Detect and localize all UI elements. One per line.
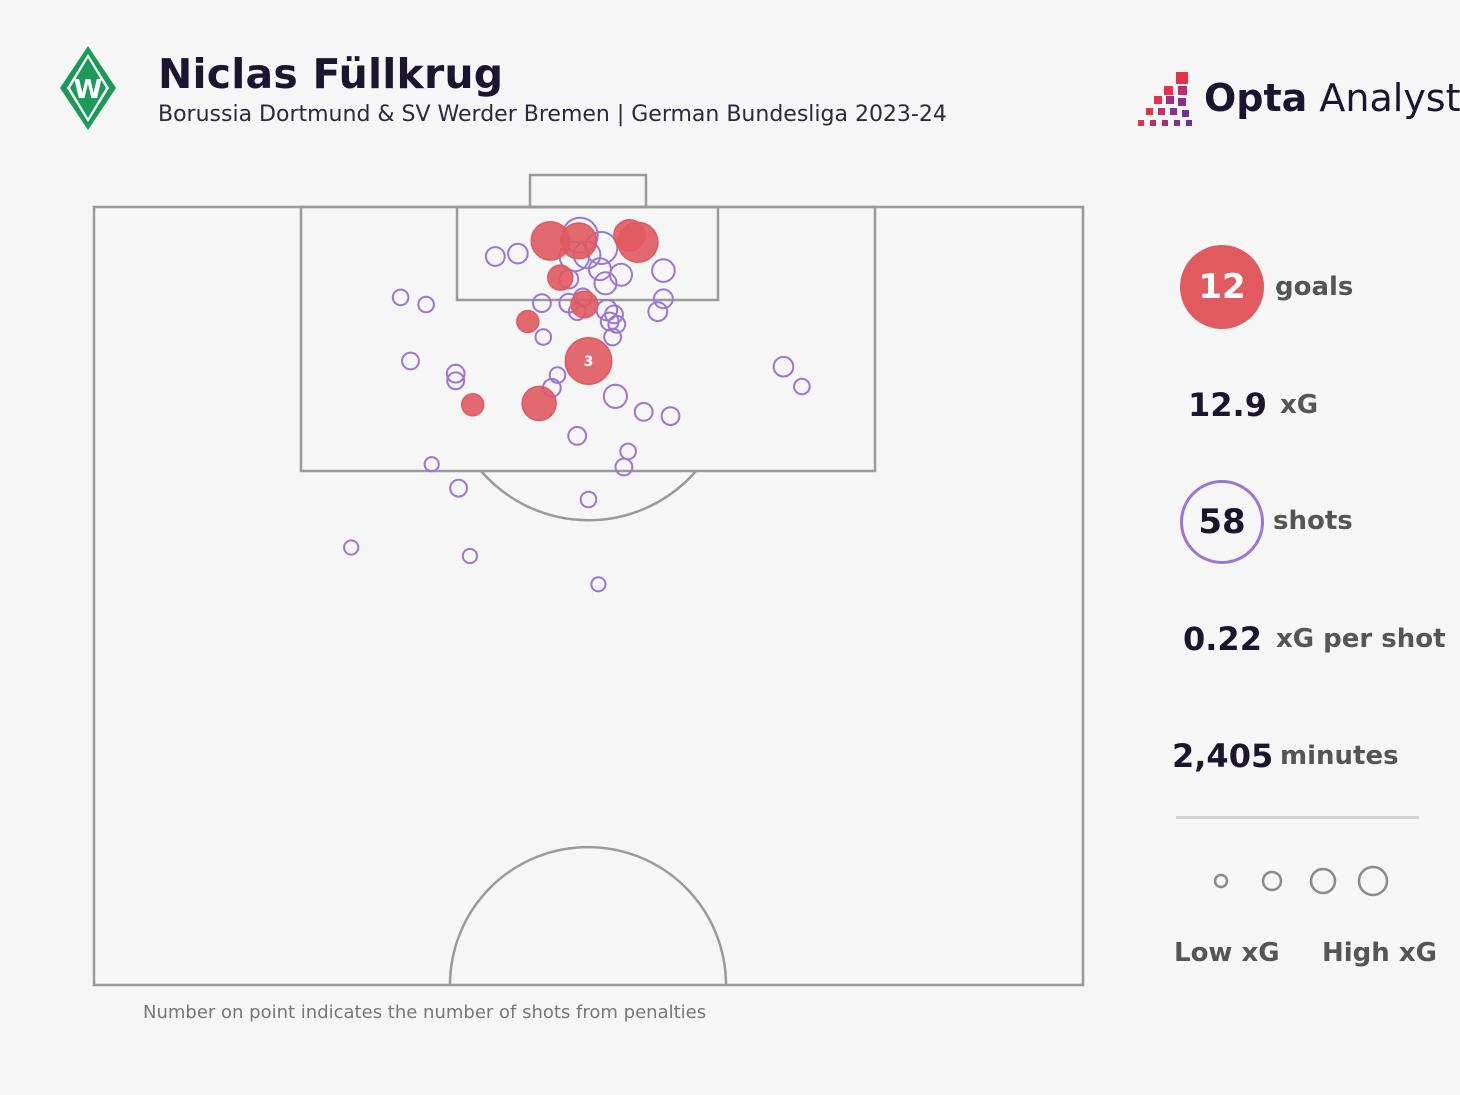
shot-point [603, 327, 622, 347]
shot-point [449, 478, 469, 498]
opta-analyst-logo: Opta Analyst [1138, 70, 1460, 130]
shot-point [793, 377, 811, 396]
shot-point [567, 426, 588, 446]
shot-point [391, 288, 410, 307]
pitch-outline [92, 205, 1085, 987]
shot-point [772, 355, 795, 378]
shot-point-goal [570, 290, 599, 319]
shot-point [660, 406, 681, 427]
shots-layer: 3 [343, 216, 811, 593]
werder-bremen-crest-icon: W [60, 46, 116, 130]
shot-point-goal [617, 221, 659, 263]
shot-point-goal [521, 385, 557, 422]
shot-point [484, 246, 506, 267]
shot-point [602, 383, 629, 409]
shot-point [417, 295, 435, 314]
opta-analyst-wordmark: Opta Analyst [1204, 76, 1460, 120]
legend-circle-md [1309, 867, 1337, 895]
legend-circle-xs [1213, 873, 1229, 889]
shots-label: shots [1273, 506, 1353, 536]
shot-map-pitch: 3 [92, 173, 1085, 987]
shot-point [507, 242, 529, 265]
shot-point [609, 262, 633, 287]
goal-frame [528, 173, 648, 209]
xg-size-legend [1213, 865, 1389, 897]
penalty-count-label: 3 [584, 354, 594, 370]
shot-point [653, 288, 674, 310]
xg-per-shot-value: 0.22 [1183, 620, 1262, 658]
shot-point-goal [516, 309, 540, 334]
shot-point-goal [560, 222, 598, 260]
shot-point [614, 457, 634, 477]
shot-point [579, 490, 598, 509]
shot-point [607, 314, 627, 334]
shot-point [534, 328, 553, 346]
shot-point [633, 402, 654, 422]
shots-badge: 58 [1180, 480, 1264, 564]
shot-point [647, 301, 669, 323]
xg-value: 12.9 [1188, 386, 1267, 424]
legend-circle-sm [1261, 870, 1283, 892]
shot-point [445, 363, 466, 384]
penalty-arc [480, 470, 697, 522]
stats-divider [1176, 816, 1419, 819]
shot-point [587, 257, 612, 282]
shot-point [548, 366, 567, 384]
shot-point [532, 293, 552, 314]
shot-point [343, 539, 360, 556]
xg-per-shot-label: xG per shot [1276, 624, 1446, 654]
shot-point-goal [547, 264, 574, 291]
centre-circle [448, 845, 728, 986]
legend-high-label: High xG [1322, 938, 1437, 968]
legend-circle-lg [1357, 865, 1389, 897]
page-title: Niclas Füllkrug [158, 50, 504, 98]
footnote: Number on point indicates the number of … [143, 1002, 707, 1023]
goals-badge: 12 [1180, 245, 1264, 329]
shot-point [593, 271, 618, 296]
xg-label: xG [1280, 390, 1319, 420]
minutes-value: 2,405 [1172, 737, 1274, 775]
svg-text:W: W [74, 75, 103, 105]
shot-point-goal [564, 337, 613, 385]
shot-point-goal [460, 393, 485, 417]
shot-point [401, 351, 420, 371]
shot-point [423, 456, 440, 473]
page-subtitle: Borussia Dortmund & SV Werder Bremen | G… [158, 102, 947, 127]
shot-point [446, 371, 466, 391]
minutes-label: minutes [1280, 741, 1399, 771]
shot-point [461, 547, 478, 565]
opta-logo-mark-icon [1138, 72, 1192, 126]
shot-point [590, 576, 607, 593]
goals-label: goals [1275, 272, 1354, 302]
shot-point [619, 442, 637, 461]
shot-point [651, 258, 676, 283]
legend-low-label: Low xG [1174, 938, 1280, 968]
